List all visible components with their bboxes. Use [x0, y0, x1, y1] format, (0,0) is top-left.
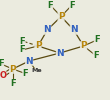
Text: F: F: [94, 36, 100, 44]
Text: N: N: [70, 26, 78, 34]
Text: P: P: [35, 42, 41, 50]
Text: Me: Me: [31, 68, 42, 74]
Text: P: P: [80, 42, 87, 50]
Text: F: F: [22, 69, 28, 78]
Text: N: N: [25, 56, 33, 66]
Text: O: O: [0, 71, 6, 80]
Text: F: F: [20, 36, 25, 46]
Text: N: N: [56, 48, 64, 58]
Text: F: F: [0, 60, 4, 68]
Text: F: F: [47, 0, 53, 10]
Text: P: P: [58, 12, 64, 21]
Text: P: P: [9, 64, 16, 74]
Text: F: F: [19, 46, 25, 54]
Text: F: F: [69, 0, 75, 10]
Text: F: F: [93, 51, 99, 60]
Text: F: F: [10, 80, 16, 88]
Text: N: N: [43, 26, 51, 34]
